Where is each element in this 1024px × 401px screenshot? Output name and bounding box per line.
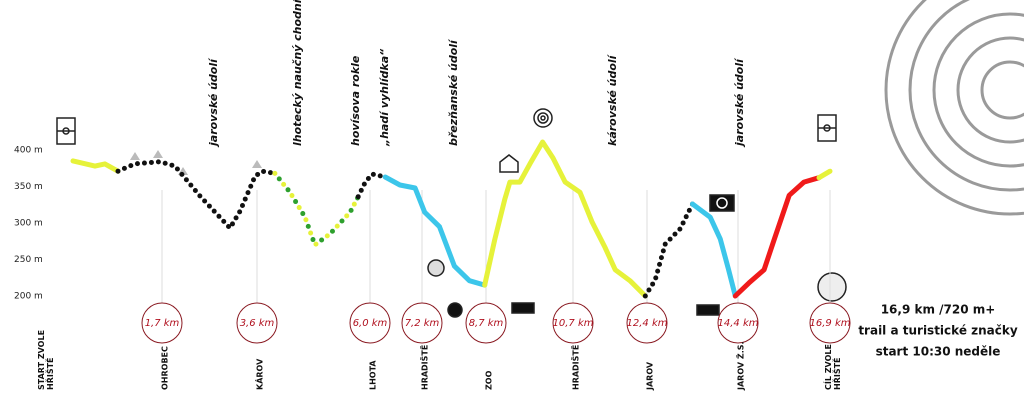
profile-segment [642, 201, 695, 299]
profile-segment [115, 159, 278, 233]
place-name: OHROBEC [161, 346, 170, 390]
km-label: 10,7 km [553, 318, 594, 329]
place-name: JAROV Ž.S. [735, 341, 746, 391]
km-circle [717, 302, 759, 344]
profile-segment [355, 171, 388, 200]
info-text: 16,9 km /720 m+ [881, 303, 996, 317]
place-name: LHOTA [369, 360, 378, 390]
place-name: HŘIŠTĚ [44, 357, 55, 390]
km-label: 12,4 km [627, 318, 668, 329]
profile-segment [70, 158, 121, 174]
annotation: „hadí vyhlídka“ [378, 48, 391, 147]
place-name: START ZVOLE [37, 330, 46, 390]
km-label: 8,7 km [469, 318, 504, 329]
annotation: jarovské údolí [207, 57, 220, 148]
info-block: 16,9 km /720 m+ trail a turistické značk… [858, 303, 1018, 359]
y-tick-label: 400 m [14, 146, 43, 156]
y-tick-label: 250 m [14, 255, 43, 265]
y-tick-label: 300 m [14, 219, 43, 229]
profile-segment [732, 175, 822, 299]
km-circle [401, 302, 443, 344]
annotation: károvské údolí [606, 53, 619, 146]
km-circle [809, 302, 851, 344]
place-name: ZOO [485, 370, 494, 390]
icons [56, 108, 847, 318]
place-name: KÁROV [254, 358, 265, 390]
km-circle [465, 302, 507, 344]
km-circle [236, 302, 278, 344]
info-text: trail a turistické značky [858, 324, 1018, 338]
y-tick-label: 350 m [14, 182, 43, 192]
profile-segment [272, 170, 361, 249]
km-circle [141, 302, 183, 344]
km-label: 1,7 km [145, 318, 180, 329]
km-circle [349, 302, 391, 344]
place-name: HRADIŠTĚ [419, 345, 430, 390]
km-circle [626, 302, 668, 344]
info-text: start 10:30 neděle [876, 345, 1001, 359]
profile-segment [272, 170, 361, 249]
km-label: 16,9 km [810, 318, 851, 329]
y-tick-label: 200 m [14, 292, 43, 302]
profile-segment [382, 174, 488, 288]
annotation: hovísova rokle [349, 55, 362, 146]
decor-circles [884, 0, 1024, 216]
annotation: březňanské údolí [447, 38, 460, 146]
annotation: jarovské údolí [733, 57, 746, 148]
place-name: HŘIŠTĚ [831, 357, 842, 390]
place-name: CÍL ZVOLE [822, 344, 833, 390]
annotation: lhotecký naučný chodník [291, 0, 304, 146]
profile-segment [482, 139, 648, 299]
km-label: 3,6 km [240, 318, 275, 329]
km-label: 14,4 km [718, 318, 759, 329]
km-label: 6,0 km [353, 318, 388, 329]
place-name: JAROV [646, 361, 655, 391]
km-circle [552, 302, 594, 344]
profile-segment [816, 168, 833, 181]
profile-segment [690, 201, 738, 299]
km-label: 7,2 km [405, 318, 440, 329]
place-name: HRADIŠTĚ [570, 345, 581, 390]
